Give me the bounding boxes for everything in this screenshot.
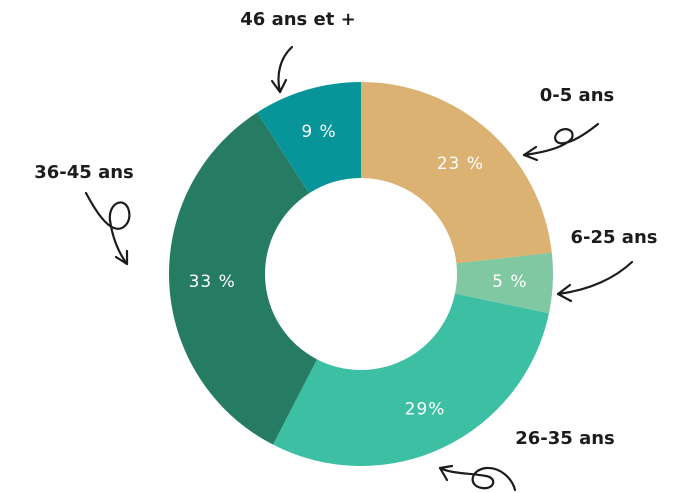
category-labels: 0-5 ans 6-25 ans 26-35 ans 36-45 ans 46 … (34, 9, 657, 449)
slice-46-plus (257, 82, 361, 194)
value-label-6-25: 5 % (492, 272, 527, 292)
slice-36-45 (168, 112, 318, 445)
value-label-0-5: 23 % (437, 154, 484, 174)
arrow-26-35 (438, 464, 517, 492)
slice-0-5 (361, 82, 552, 264)
donut-slices (168, 82, 553, 466)
category-label-26-35: 26-35 ans (515, 428, 615, 449)
value-label-46-plus: 9 % (301, 122, 336, 142)
arrow-46-plus (270, 45, 294, 94)
value-label-36-45: 33 % (189, 272, 236, 292)
arrow-6-25 (556, 260, 634, 303)
arrow-0-5 (522, 122, 600, 162)
category-label-0-5: 0-5 ans (540, 85, 614, 106)
value-label-26-35: 29% (405, 400, 446, 420)
arrow-36-45 (84, 191, 131, 266)
category-label-36-45: 36-45 ans (34, 162, 134, 183)
slice-6-25 (454, 252, 553, 314)
value-labels: 23 % 5 % 29% 33 % 9 % (189, 122, 527, 420)
category-label-6-25: 6-25 ans (571, 227, 658, 248)
category-label-46-plus: 46 ans et + (240, 9, 355, 30)
slice-26-35 (273, 293, 549, 466)
